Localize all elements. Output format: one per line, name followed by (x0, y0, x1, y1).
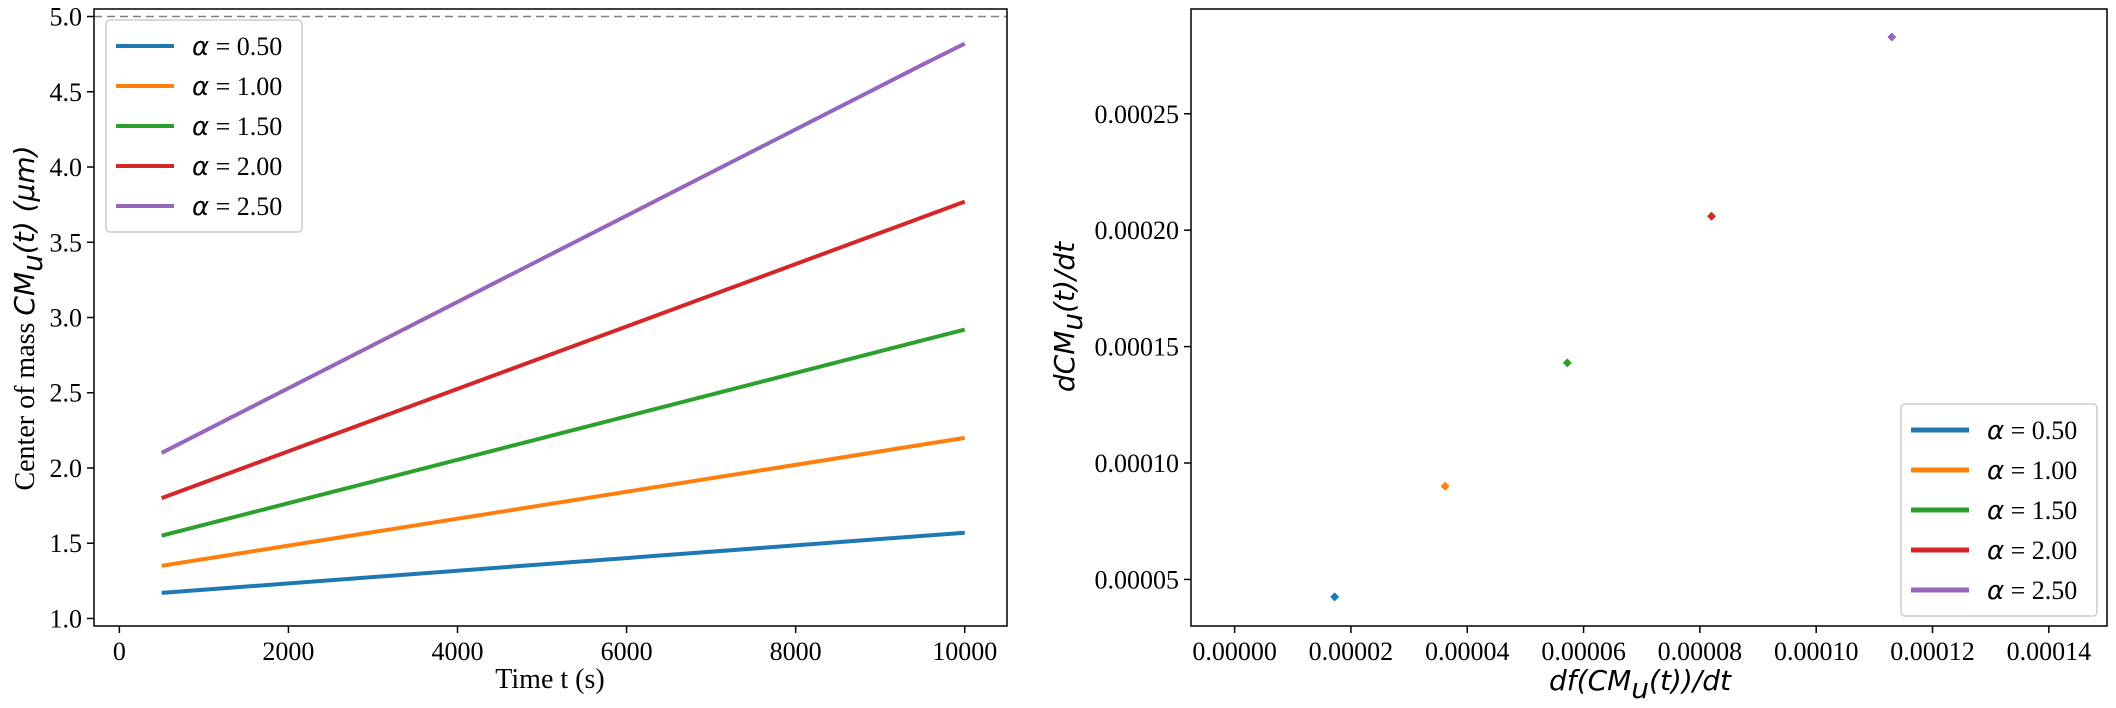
x-tick-label: 0.00004 (1425, 637, 1510, 666)
data-point-4 (1887, 32, 1897, 42)
derivative-scatter-chart: 0.00000 0.00002 0.00004 0.00006 0.00008 0.000… (1048, 8, 2108, 705)
series-line-0 (161, 530, 965, 595)
right-plot-frame (1190, 8, 2108, 627)
y-tick-label: 3.5 (50, 228, 83, 257)
x-tick-label: 10000 (932, 637, 997, 666)
legend-label: α = 1.00 (1987, 456, 2077, 486)
y-tick-label: 4.0 (50, 153, 83, 182)
series-line-3 (160, 199, 966, 500)
series-line-2 (161, 327, 966, 538)
left-x-axis-title: Time t (s) (495, 664, 604, 695)
legend-label: α = 1.00 (192, 72, 282, 102)
legend-label: α = 2.50 (1987, 576, 2077, 606)
y-tick-label: 0.00025 (1095, 100, 1180, 129)
y-tick-label: 5.0 (50, 3, 83, 32)
data-point-0 (1330, 592, 1340, 602)
y-tick-label: 1.0 (50, 604, 83, 633)
left-legend: α = 0.50 α = 1.00 α = 1.50 α = 2.00 α = 2.50 (105, 19, 303, 233)
series-line-1 (161, 435, 966, 568)
x-tick-label: 0.00008 (1658, 637, 1743, 666)
x-tick-label: 0.00002 (1309, 637, 1394, 666)
x-tick-label: 0.00000 (1192, 637, 1277, 666)
y-tick-label: 1.5 (50, 529, 83, 558)
y-tick-label: 0.00005 (1095, 565, 1180, 594)
legend-label: α = 1.50 (1987, 496, 2077, 526)
x-tick-label: 0.00014 (2007, 637, 2092, 666)
x-tick-label: 0.00012 (1890, 637, 1975, 666)
legend-box (1900, 403, 2098, 617)
x-tick-label: 2000 (262, 637, 314, 666)
x-tick-label: 0.00010 (1774, 637, 1859, 666)
y-tick-label: 0.00015 (1095, 333, 1180, 362)
legend-label: α = 2.50 (192, 192, 282, 222)
right-legend: α = 0.50 α = 1.00 α = 1.50 α = 2.00 α = 2.50 (1900, 403, 2098, 617)
x-tick-label: 0 (113, 637, 126, 666)
legend-label: α = 0.50 (192, 32, 282, 62)
right-y-ticks: 0.00005 0.00010 0.00015 0.00020 0.00025 (1095, 100, 1191, 594)
y-tick-label: 2.0 (50, 454, 83, 483)
x-tick-label: 6000 (601, 637, 653, 666)
data-point-3 (1707, 211, 1717, 221)
y-tick-label: 2.5 (50, 379, 83, 408)
right-y-axis-title: dCMu(t)/dt (1048, 241, 1089, 392)
x-tick-label: 8000 (770, 637, 822, 666)
left-plot-lines (94, 15, 1007, 595)
y-tick-label: 4.5 (50, 78, 83, 107)
left-x-ticks: 0 2000 4000 6000 8000 10000 (113, 626, 997, 666)
data-point-2 (1562, 358, 1572, 368)
data-point-1 (1440, 481, 1450, 491)
right-plot-points (1330, 32, 1897, 602)
left-y-axis-title: Center of mass CMu(t) (μm) (8, 145, 49, 490)
y-tick-label: 0.00020 (1095, 216, 1180, 245)
legend-label: α = 2.00 (1987, 536, 2077, 566)
y-tick-label: 3.0 (50, 304, 83, 333)
x-tick-label: 4000 (432, 637, 484, 666)
right-x-axis-title: df(CMu(t))/dt (1549, 664, 1732, 705)
center-of-mass-chart: 0 2000 4000 6000 8000 10000 1.0 1.5 2.0 2.5 3.0 3.… (8, 3, 1008, 695)
y-tick-label: 0.00010 (1095, 449, 1180, 478)
right-x-ticks: 0.00000 0.00002 0.00004 0.00006 0.00008 0.000… (1192, 626, 2091, 666)
legend-box (105, 19, 303, 233)
legend-label: α = 1.50 (192, 112, 282, 142)
legend-label: α = 0.50 (1987, 416, 2077, 446)
legend-label: α = 2.00 (192, 152, 282, 182)
series-line-4 (160, 41, 966, 455)
left-y-ticks: 1.0 1.5 2.0 2.5 3.0 3.5 4.0 4.5 5.0 (50, 3, 94, 633)
x-tick-label: 0.00006 (1541, 637, 1626, 666)
